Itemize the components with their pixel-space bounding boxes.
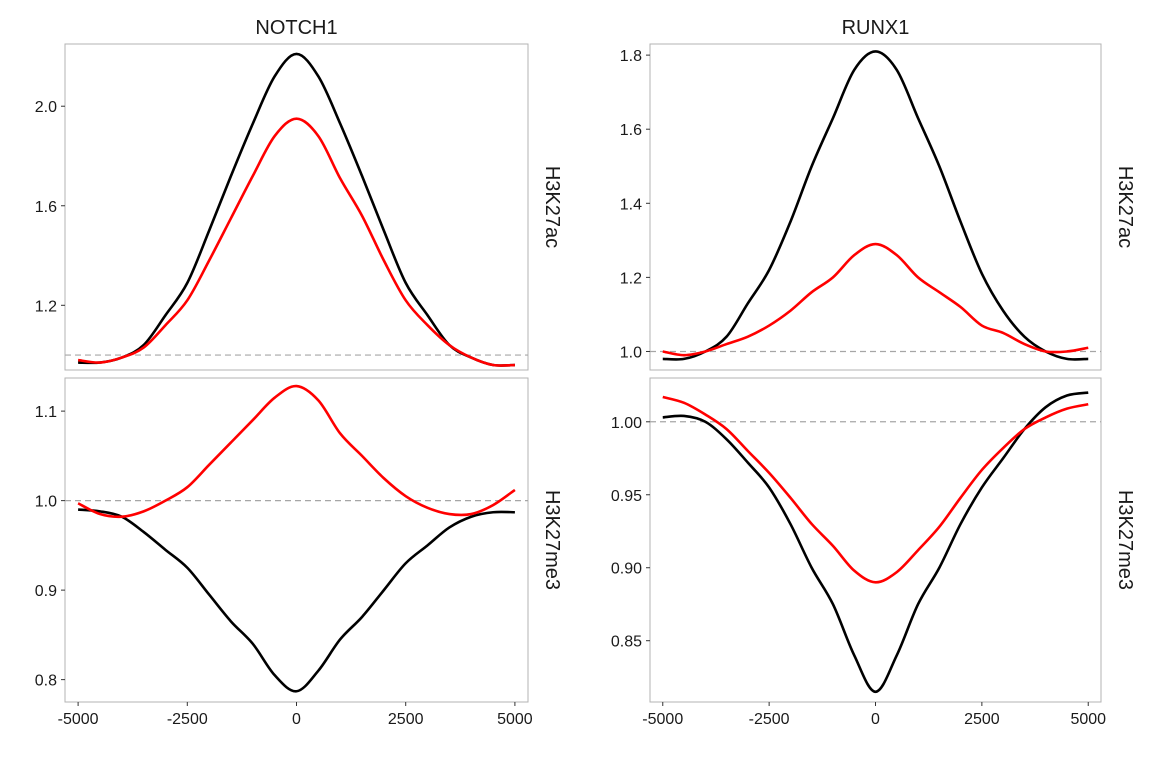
- x-tick-label: 0: [292, 711, 301, 728]
- y-tick-label: 0.90: [611, 561, 642, 578]
- y-tick-label: 1.6: [35, 199, 57, 216]
- row-strip-label: H3K27ac: [541, 166, 563, 248]
- x-tick-label: -2500: [167, 711, 208, 728]
- series-line-black: [662, 50, 1089, 361]
- x-tick-label: -2500: [749, 711, 790, 728]
- panel-4: 0.85 0.90 0.95 1.00 -5000 -2500 0 2500 5000 H3K27…: [611, 377, 1136, 728]
- x-tick-label: 5000: [1070, 711, 1106, 728]
- y-tick-label: 1.0: [620, 344, 642, 361]
- y-tick-label: 1.4: [620, 196, 642, 213]
- y-tick-label: 1.8: [620, 48, 642, 65]
- row-strip-label: H3K27me3: [541, 490, 563, 590]
- y-tick-label: 0.9: [35, 583, 57, 600]
- x-tick-label: -5000: [642, 711, 683, 728]
- panel-frame: [649, 43, 1102, 371]
- y-tick-label: 1.2: [620, 270, 642, 287]
- series-line-red: [77, 384, 516, 519]
- series-line-red: [662, 242, 1089, 357]
- panel-frame: [649, 377, 1102, 703]
- y-tick-label: 1.00: [611, 415, 642, 432]
- series-line-black: [78, 52, 515, 367]
- x-tick-label: -5000: [58, 711, 99, 728]
- column-title: NOTCH1: [255, 17, 337, 39]
- x-tick-label: 0: [871, 711, 880, 728]
- row-strip-label: H3K27me3: [1114, 490, 1136, 590]
- panel-2: 1.0 1.2 1.4 1.6 1.8 RUNX1 H3K27ac: [620, 17, 1136, 371]
- panel-3: 0.8 0.9 1.0 1.1 -5000 -2500 0 2500 5000 H3K27me3: [35, 377, 563, 728]
- panel-frame: [64, 377, 529, 703]
- series-line-black: [77, 508, 515, 693]
- row-strip-label: H3K27ac: [1114, 166, 1136, 248]
- y-tick-label: 0.95: [611, 488, 642, 505]
- panel-1: 1.2 1.6 2.0 NOTCH1 H3K27ac: [35, 17, 563, 371]
- x-tick-label: 5000: [497, 711, 533, 728]
- y-tick-label: 0.85: [611, 634, 642, 651]
- y-tick-label: 1.2: [35, 298, 57, 315]
- y-tick-label: 1.1: [35, 404, 57, 421]
- panel-frame: [64, 43, 529, 371]
- series-line-black: [662, 391, 1089, 694]
- y-tick-label: 1.0: [35, 494, 57, 511]
- y-tick-label: 0.8: [35, 673, 57, 690]
- x-tick-label: 2500: [388, 711, 424, 728]
- series-line-red: [662, 395, 1089, 584]
- x-tick-label: 2500: [964, 711, 1000, 728]
- column-title: RUNX1: [842, 17, 910, 39]
- y-tick-label: 2.0: [35, 99, 57, 116]
- y-tick-label: 1.6: [620, 122, 642, 139]
- series-line-red: [77, 117, 515, 367]
